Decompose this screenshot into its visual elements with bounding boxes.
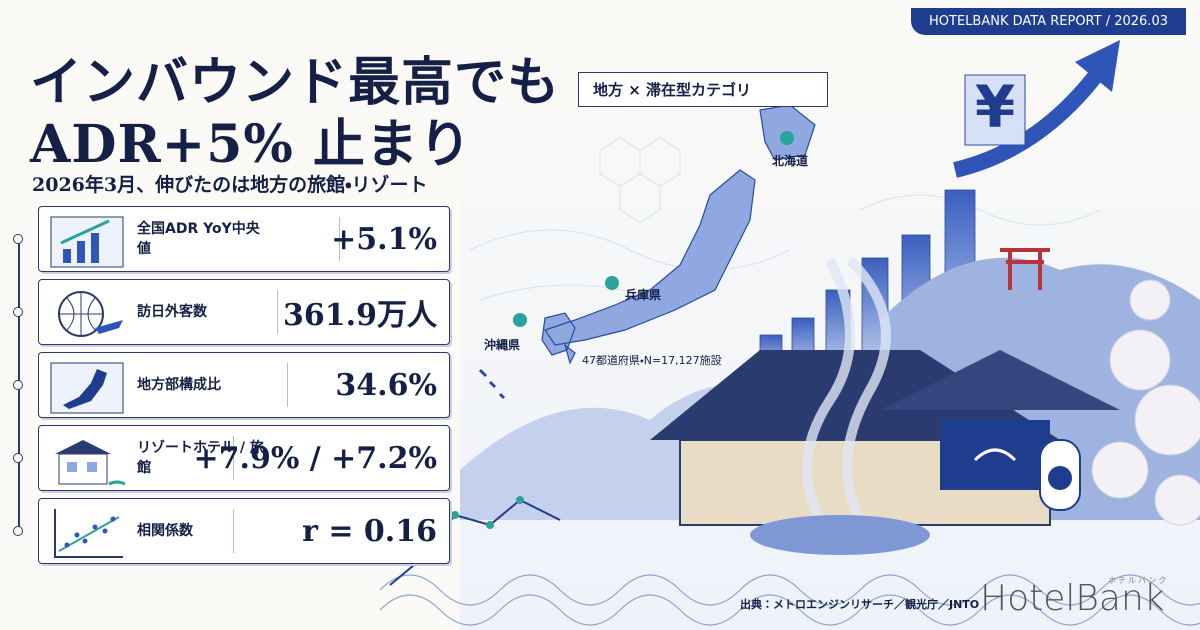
- decoration-path: [469, 194, 1101, 301]
- decoration-div: [277, 290, 278, 334]
- decoration-svg: [55, 440, 126, 486]
- decoration-circle: [486, 521, 494, 529]
- decoration-g: [513, 131, 794, 327]
- stat-card: 全国ADR YoY中央値 +5.1%: [38, 206, 450, 272]
- decoration-path: [478, 368, 506, 400]
- decoration-g: [379, 574, 1200, 626]
- rail-dot: [13, 453, 23, 463]
- card-label: 地方部構成比: [137, 377, 221, 393]
- decoration-g: [469, 137, 1101, 301]
- card-value: 361.9万人: [283, 298, 437, 333]
- decoration-path: [379, 594, 1200, 626]
- card-value: +5.1%: [331, 221, 437, 257]
- decoration-rect: [77, 241, 85, 263]
- decoration-circle: [92, 524, 98, 530]
- decoration-text: ¥: [975, 73, 1015, 141]
- decoration-div: [233, 436, 234, 480]
- map-note: 47都道府県・N=17,127施設: [582, 354, 722, 367]
- decoration-circle: [513, 313, 527, 327]
- decoration-div: [339, 217, 340, 261]
- card-label: 相関係数: [137, 523, 193, 539]
- decoration-path: [108, 480, 126, 486]
- decoration-circle: [1154, 474, 1200, 526]
- decoration-rect: [91, 233, 99, 263]
- stat-card: 訪日外客数 361.9万人: [38, 279, 450, 345]
- decoration-circle: [1109, 329, 1171, 391]
- decoration-path: [1075, 40, 1120, 92]
- logo-kana: ホテルバンク: [1108, 576, 1169, 585]
- decoration-circle: [82, 538, 88, 544]
- decoration-path: [541, 104, 816, 365]
- decoration-circle: [780, 131, 794, 145]
- decoration-g: [64, 516, 116, 548]
- decoration-circle: [605, 276, 619, 290]
- decoration-svg: [58, 291, 123, 337]
- card-label: 訪日外客数: [137, 304, 207, 320]
- card-value: 34.6%: [335, 367, 437, 403]
- decoration-svg: [50, 362, 124, 414]
- card-label: リゾートホテル / 旅館: [137, 440, 264, 476]
- decoration-rect: [63, 249, 71, 263]
- decoration-circle: [516, 496, 524, 504]
- decoration-svg: [54, 509, 123, 558]
- stat-card: 相関係数 r = 0.16: [38, 498, 450, 564]
- decoration-circle: [1091, 441, 1149, 499]
- card-value: r = 0.16: [302, 513, 437, 549]
- decoration-path: [973, 448, 1017, 462]
- decoration-path: [599, 137, 681, 223]
- decoration-circle: [102, 528, 108, 534]
- decoration-path: [95, 320, 123, 334]
- decoration-circle: [451, 511, 459, 519]
- decoration-circle: [74, 532, 80, 538]
- subtitle: 2026年3月、伸びたのは地方の旅館・リゾート: [32, 174, 428, 196]
- decoration-g: [1091, 279, 1200, 526]
- decoration-rect: [87, 462, 97, 472]
- decoration-path: [1000, 248, 1050, 290]
- card-label: 全国ADR YoY中央値: [137, 221, 260, 257]
- stat-card: リゾートホテル / 旅館 +7.9% / +7.2%: [38, 425, 450, 491]
- decoration-path: [953, 65, 1107, 178]
- decoration-path: [802, 256, 891, 523]
- decoration-path: [60, 219, 110, 245]
- title-line: ADR+5% 止まり: [30, 114, 472, 175]
- decoration-path: [55, 440, 111, 454]
- decoration-circle: [110, 516, 116, 522]
- pin-label: 北海道: [772, 154, 809, 168]
- rail-dot: [13, 380, 23, 390]
- decoration-circle: [64, 542, 70, 548]
- decoration-ellipse: [750, 515, 930, 555]
- pin-label: 兵庫県: [625, 288, 662, 302]
- decoration-rect: [964, 74, 1026, 146]
- decoration-rect: [67, 462, 77, 472]
- decoration-rect: [940, 420, 1050, 490]
- decoration-circle: [1134, 384, 1200, 456]
- logo: HotelBank: [980, 578, 1165, 619]
- decoration-path: [54, 509, 123, 558]
- decoration-path: [59, 292, 103, 336]
- map-tag: 地方 × 滞在型カテゴリ: [578, 72, 828, 107]
- decoration-path: [63, 369, 107, 409]
- decoration-circle: [1129, 279, 1171, 321]
- decoration-path: [650, 350, 1060, 440]
- decoration-div: [287, 363, 288, 407]
- decoration-circle: [1048, 466, 1072, 490]
- decoration-polyline: [389, 498, 561, 586]
- card-value: +7.9% / +7.2%: [193, 440, 437, 476]
- decoration-svg: [50, 216, 124, 268]
- rail-dot: [13, 234, 23, 244]
- source: 出典：メトロエンジンリサーチ／観光庁／JNTO: [740, 598, 980, 611]
- rail-dot: [13, 307, 23, 317]
- report-badge: HOTELBANK DATA REPORT / 2026.03: [911, 8, 1186, 35]
- decoration-rect: [58, 453, 108, 485]
- decoration-path: [880, 350, 1120, 410]
- rail-dot: [13, 526, 23, 536]
- decoration-path: [379, 574, 1200, 606]
- stat-card: 地方部構成比 34.6%: [38, 352, 450, 418]
- decoration-div: [233, 509, 234, 553]
- title-line: インバウンド最高でも: [30, 52, 561, 113]
- pin-label: 沖縄県: [484, 338, 521, 352]
